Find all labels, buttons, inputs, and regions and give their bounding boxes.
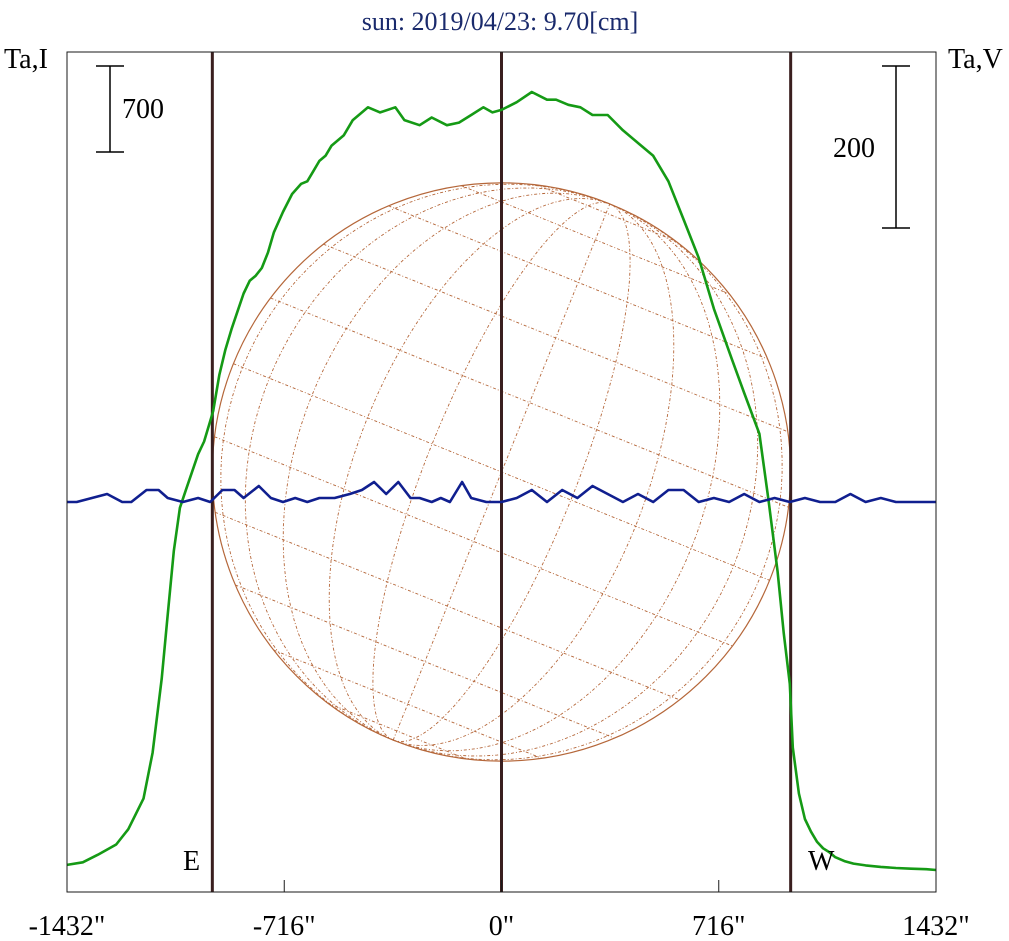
x-axis-ticks: -1432" -716" 0" 716" 1432" (29, 880, 970, 941)
left-axis-label: Ta,I (4, 44, 48, 75)
west-limb-label: W (808, 846, 835, 877)
series-line-I (66, 90, 937, 872)
latitude-gridline (270, 297, 789, 508)
right-axis-label: Ta,V (948, 44, 1003, 75)
latitude-gridline (273, 649, 542, 759)
scale-bar-right: 200 (833, 65, 910, 229)
longitude-gridline (244, 187, 610, 741)
latitude-gridline (461, 185, 730, 295)
longitude-gridline (220, 183, 610, 741)
chart-title: sun: 2019/04/23: 9.70[cm] (362, 7, 639, 36)
longitude-gridline (393, 203, 783, 761)
x-tick-label: -1432" (29, 911, 106, 941)
east-limb-label: E (183, 846, 200, 877)
series-line-V (67, 480, 936, 504)
longitude-gridline (393, 203, 631, 743)
x-tick-label: 0" (489, 911, 514, 941)
longitude-gridline (372, 201, 610, 741)
limb-lines (210, 52, 793, 892)
longitude-gridline (393, 203, 759, 757)
scale-bar-left-label: 700 (122, 94, 164, 125)
x-tick-label: 716" (692, 911, 745, 941)
longitude-gridline (393, 203, 721, 752)
latitude-gridline (214, 436, 733, 647)
scale-bar-left: 700 (96, 65, 164, 153)
x-tick-label: 1432" (902, 911, 969, 941)
x-tick-label: -716" (253, 911, 316, 941)
scale-bar-right-label: 200 (833, 133, 875, 164)
latitude-gridline (388, 205, 768, 360)
curves (66, 90, 937, 872)
